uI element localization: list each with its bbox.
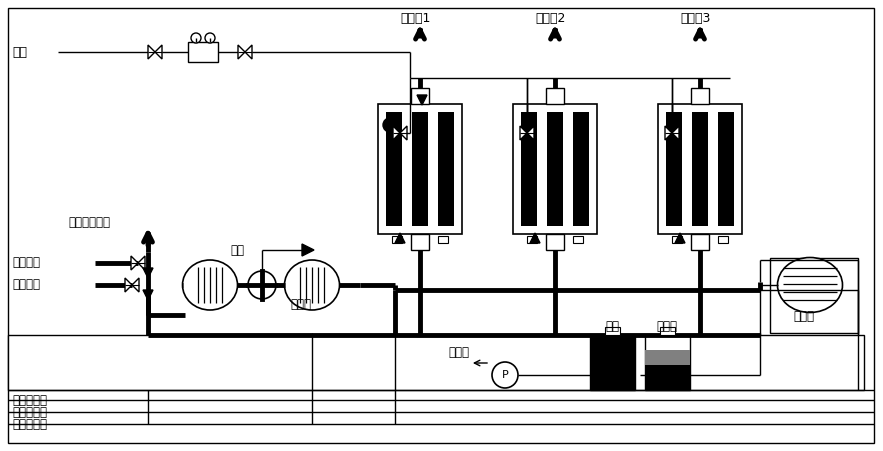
Bar	[691, 234, 709, 250]
Ellipse shape	[284, 260, 339, 310]
Text: 排液泵: 排液泵	[448, 346, 469, 359]
Bar	[718, 236, 728, 243]
Polygon shape	[302, 244, 314, 256]
Bar	[770, 258, 858, 333]
Bar	[660, 327, 675, 335]
Text: 冷却水回水: 冷却水回水	[12, 418, 47, 431]
Circle shape	[248, 271, 276, 299]
Polygon shape	[148, 45, 155, 59]
Bar	[527, 236, 537, 243]
Bar	[392, 236, 402, 243]
Text: 冷凝器: 冷凝器	[793, 309, 814, 322]
Text: 储槽: 储槽	[605, 321, 619, 333]
Polygon shape	[520, 126, 527, 140]
Polygon shape	[125, 278, 132, 292]
Text: 吸附器1: 吸附器1	[400, 11, 430, 24]
Polygon shape	[400, 126, 407, 140]
Bar	[692, 112, 708, 226]
Bar	[386, 112, 402, 226]
Polygon shape	[393, 126, 400, 140]
Text: 空气: 空气	[230, 244, 244, 257]
Bar	[546, 88, 564, 104]
Text: 吸附器2: 吸附器2	[535, 11, 565, 24]
Bar	[521, 112, 537, 226]
Polygon shape	[530, 233, 540, 243]
Bar	[666, 112, 682, 226]
Text: 冷却器: 冷却器	[290, 299, 311, 312]
Polygon shape	[155, 45, 162, 59]
Polygon shape	[395, 233, 405, 243]
Bar	[438, 236, 448, 243]
Bar	[411, 88, 429, 104]
Bar	[672, 236, 682, 243]
Circle shape	[492, 362, 518, 388]
Ellipse shape	[183, 260, 238, 310]
Bar	[645, 335, 690, 390]
Polygon shape	[138, 256, 145, 270]
Bar	[718, 112, 734, 226]
Bar	[605, 327, 620, 335]
Bar	[513, 104, 597, 234]
Polygon shape	[665, 126, 672, 140]
Polygon shape	[238, 45, 245, 59]
Text: 蒸汽: 蒸汽	[12, 46, 27, 59]
Text: 低温尾气: 低温尾气	[12, 279, 40, 291]
Bar	[412, 112, 428, 226]
Polygon shape	[131, 256, 138, 270]
Bar	[645, 365, 690, 390]
Ellipse shape	[778, 258, 842, 313]
Bar	[573, 236, 583, 243]
Bar	[438, 112, 454, 226]
Circle shape	[205, 33, 215, 43]
Text: 分层槽: 分层槽	[656, 321, 677, 333]
Polygon shape	[527, 126, 534, 140]
Text: 溶剂回收液: 溶剂回收液	[12, 394, 47, 406]
Circle shape	[383, 118, 397, 132]
Text: 事故尾气排放: 事故尾气排放	[68, 216, 110, 229]
Bar	[546, 234, 564, 250]
Polygon shape	[245, 45, 252, 59]
Text: 高温尾气: 高温尾气	[12, 257, 40, 270]
Polygon shape	[672, 126, 679, 140]
Bar	[590, 335, 635, 390]
Text: 吸附器3: 吸附器3	[680, 11, 711, 24]
Text: 冷却水上水: 冷却水上水	[12, 405, 47, 419]
Bar	[411, 234, 429, 250]
Polygon shape	[417, 95, 427, 105]
Polygon shape	[143, 268, 153, 278]
Polygon shape	[675, 233, 685, 243]
Bar	[8, 335, 864, 390]
Bar	[645, 350, 690, 365]
Text: P: P	[502, 370, 509, 380]
Circle shape	[191, 33, 201, 43]
Bar	[188, 42, 218, 62]
Bar	[691, 88, 709, 104]
Bar	[573, 112, 589, 226]
Bar	[547, 112, 563, 226]
Bar	[658, 104, 742, 234]
Polygon shape	[132, 278, 139, 292]
Bar	[590, 335, 635, 390]
Polygon shape	[143, 290, 153, 300]
Bar	[378, 104, 462, 234]
